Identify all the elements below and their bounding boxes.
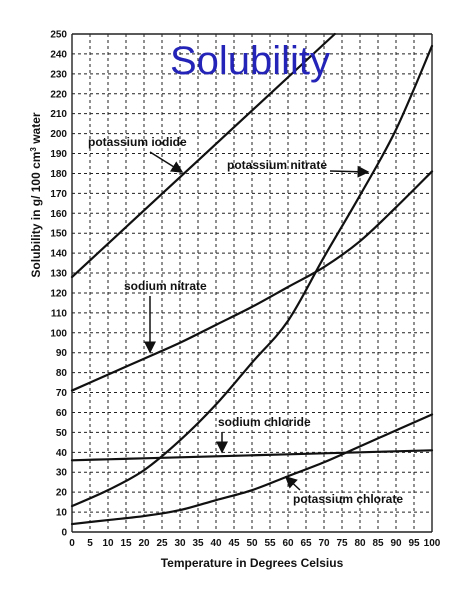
grid [71,33,433,533]
y-tick-label: 160 [50,209,67,220]
label-potassium-iodide: potassium iodide [88,135,187,149]
x-tick-label: 65 [300,538,312,549]
y-tick-label: 80 [56,368,68,379]
y-tick-label: 110 [51,308,68,319]
y-tick-label: 230 [50,69,67,80]
x-axis-label: Temperature in Degrees Celsius [161,556,344,570]
series-line-sodium-nitrate [70,170,434,392]
x-tick-label: 45 [228,538,240,549]
y-tick-label: 240 [50,49,67,60]
y-tick-label: 120 [50,288,67,299]
y-tick-label: 130 [50,269,67,280]
y-axis-label-sup: 3 [29,147,38,152]
y-axis-label: Solubility in g/ 100 cm3 water [29,112,44,277]
y-tick-label: 190 [50,149,67,160]
y-tick-label: 250 [50,30,67,41]
x-tick-label: 80 [354,538,366,549]
chart-title: Solubility [170,39,330,83]
series-line-potassium-chlorate [70,413,434,526]
x-tick-label: 70 [318,538,330,549]
arrow-potassium-chlorate [284,475,301,491]
y-axis-label-main: Solubility in g/ 100 cm [29,152,43,278]
x-tick-label: 20 [138,538,150,549]
x-tick-label: 90 [390,538,402,549]
x-tick-label: 30 [174,538,186,549]
x-tick-label: 25 [156,538,168,549]
x-tick-label: 50 [246,538,258,549]
y-tick-label: 170 [50,189,67,200]
x-tick-label: 100 [424,538,441,549]
y-tick-label: 10 [56,508,68,519]
y-tick-label: 210 [50,109,67,120]
y-tick-label: 180 [50,169,67,180]
y-tick-label: 30 [56,468,68,479]
x-tick-label: 95 [408,538,420,549]
arrow-potassium-iodide [149,151,184,173]
series-lines [70,32,434,526]
x-tick-label: 40 [210,538,222,549]
x-tick-label: 5 [87,538,93,549]
tick-labels: 0 5 10 15 20 25 30 35 40 45 50 55 60 65 70 75 80 85 90 95 10… [50,30,440,550]
x-tick-label: 85 [372,538,384,549]
x-tick-label: 60 [282,538,294,549]
x-tick-label: 55 [264,538,276,549]
x-tick-label: 15 [120,538,132,549]
y-tick-label: 60 [56,408,68,419]
y-tick-label: 40 [56,448,68,459]
label-sodium-chloride: sodium chloride [218,415,311,429]
x-tick-label: 0 [69,538,75,549]
label-sodium-nitrate: sodium nitrate [124,279,207,293]
series-line-sodium-chloride [70,449,434,462]
x-tick-label: 10 [102,538,114,549]
y-tick-label: 0 [61,528,67,539]
y-tick-label: 220 [50,89,67,100]
series-line-potassium-nitrate [70,44,434,508]
y-tick-label: 50 [56,428,68,439]
y-tick-label: 150 [50,229,67,240]
x-tick-label: 75 [336,538,348,549]
y-tick-label: 90 [56,348,68,359]
series-annotations: potassium iodide potassium nitrate sodium … [88,135,403,506]
y-tick-label: 70 [56,388,68,399]
label-potassium-chlorate: potassium chlorate [293,492,403,506]
y-tick-label: 20 [56,488,68,499]
series-line-potassium-iodide [70,32,336,279]
y-axis-label-tail: water [29,112,43,147]
x-tick-label: 35 [192,538,204,549]
y-tick-label: 100 [50,328,67,339]
label-potassium-nitrate: potassium nitrate [227,158,327,172]
y-tick-label: 140 [50,249,67,260]
y-tick-label: 200 [50,129,67,140]
arrow-potassium-nitrate [329,165,370,178]
